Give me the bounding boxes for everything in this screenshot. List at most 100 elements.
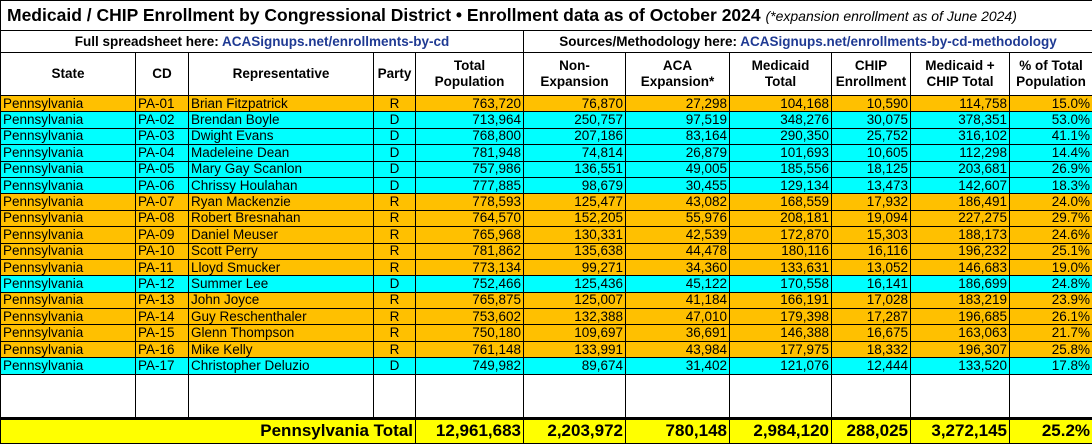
cell-cd: PA-01 <box>135 94 189 113</box>
cell-representative: Lloyd Smucker <box>188 258 374 277</box>
cell-party: R <box>373 258 416 277</box>
column-header: Total Population <box>415 52 524 96</box>
cell-cd: PA-15 <box>135 324 189 342</box>
cell-total-population: 753,602 <box>415 308 524 326</box>
cell-medicaid-chip-total: 196,307 <box>910 340 1010 359</box>
column-header: ACA Expansion* <box>625 52 730 96</box>
cell-total-population: 765,968 <box>415 226 524 244</box>
cell-chip-enrollment: 15,303 <box>831 226 911 244</box>
cell-medicaid-chip-total: 163,063 <box>910 324 1010 342</box>
table-row: Pennsylvania PA-07 Ryan Mackenzie R 778,593 1… <box>0 193 1092 211</box>
cell-chip-enrollment: 16,116 <box>831 242 911 260</box>
cell-aca-expansion: 41,184 <box>625 291 730 310</box>
cell-aca-expansion: 83,164 <box>625 127 730 146</box>
cell-percent-of-population: 24.6% <box>1008 226 1092 244</box>
cell-aca-expansion: 34,360 <box>625 258 730 277</box>
cell-representative: Glenn Thompson <box>188 324 374 342</box>
cell-party: R <box>373 226 416 244</box>
cell-total-population: 764,570 <box>415 209 524 228</box>
cell-medicaid-chip-total: 114,758 <box>910 94 1010 113</box>
cell-total-population: 752,466 <box>415 275 524 293</box>
cell-representative: Brendan Boyle <box>188 111 374 129</box>
cell-party: D <box>373 111 416 129</box>
cell-medicaid-total: 104,168 <box>729 94 832 113</box>
cell-state: Pennsylvania <box>0 275 136 293</box>
cell-medicaid-chip-total: 146,683 <box>910 258 1010 277</box>
spreadsheet-label: Full spreadsheet here: <box>74 34 219 49</box>
cell-total-population: 765,875 <box>415 291 524 310</box>
cell-percent-of-population: 21.7% <box>1008 324 1092 342</box>
cell-aca-expansion: 42,539 <box>625 226 730 244</box>
cell-total-population: 778,593 <box>415 193 524 211</box>
cell-party: D <box>373 144 416 162</box>
cell-non-expansion: 125,007 <box>523 291 626 310</box>
table-row: Pennsylvania PA-09 Daniel Meuser R 765,968 13… <box>0 226 1092 244</box>
cell-cd: PA-05 <box>135 160 189 178</box>
cell-chip-enrollment: 18,332 <box>831 340 911 359</box>
cell-chip-enrollment: 25,752 <box>831 127 911 146</box>
cell-percent-of-population: 26.9% <box>1008 160 1092 178</box>
cell-medicaid-total: 121,076 <box>729 357 832 375</box>
spreadsheet-link[interactable]: ACASignups.net/enrollments-by-cd <box>222 34 450 49</box>
cell-state: Pennsylvania <box>0 340 136 359</box>
cell-aca-expansion: 44,478 <box>625 242 730 260</box>
cell-aca-expansion: 47,010 <box>625 308 730 326</box>
table-row: Pennsylvania PA-06 Chrissy Houlahan D 777,88… <box>0 176 1092 195</box>
cell-chip-enrollment: 17,287 <box>831 308 911 326</box>
cell-non-expansion: 133,991 <box>523 340 626 359</box>
column-header: Non- Expansion <box>523 52 626 96</box>
cell-state: Pennsylvania <box>0 291 136 310</box>
column-header: State <box>0 52 136 96</box>
cell-medicaid-total: 185,556 <box>729 160 832 178</box>
cell-medicaid-total: 177,975 <box>729 340 832 359</box>
methodology-link-cell: Sources/Methodology here: ACASignups.net… <box>522 30 1092 53</box>
spreadsheet-link-cell: Full spreadsheet here: ACASignups.net/en… <box>0 30 524 53</box>
table-row: Pennsylvania PA-14 Guy Reschenthaler R 753,6… <box>0 308 1092 326</box>
cell-chip-enrollment: 30,075 <box>831 111 911 129</box>
cell-aca-expansion: 49,005 <box>625 160 730 178</box>
cell-percent-of-population: 14.4% <box>1008 144 1092 162</box>
cell-total-population: 777,885 <box>415 176 524 195</box>
cell-state: Pennsylvania <box>0 357 136 375</box>
total-label: Pennsylvania Total <box>0 417 416 444</box>
cell-non-expansion: 250,757 <box>523 111 626 129</box>
cell-percent-of-population: 23.9% <box>1008 291 1092 310</box>
cell-aca-expansion: 26,879 <box>625 144 730 162</box>
table-row: Pennsylvania PA-17 Christopher Deluzio D 749… <box>0 357 1092 375</box>
cell-medicaid-total: 180,116 <box>729 242 832 260</box>
cell-aca-expansion: 97,519 <box>625 111 730 129</box>
cell-non-expansion: 98,679 <box>523 176 626 195</box>
total-value: 12,961,683 <box>415 417 524 444</box>
cell-chip-enrollment: 12,444 <box>831 357 911 375</box>
column-header: Medicaid Total <box>729 52 832 96</box>
cell-total-population: 773,134 <box>415 258 524 277</box>
cell-medicaid-total: 166,191 <box>729 291 832 310</box>
cell-non-expansion: 125,477 <box>523 193 626 211</box>
cell-chip-enrollment: 13,473 <box>831 176 911 195</box>
cell-percent-of-population: 24.8% <box>1008 275 1092 293</box>
methodology-link[interactable]: ACASignups.net/enrollments-by-cd-methodo… <box>740 34 1057 49</box>
cell-representative: Dwight Evans <box>188 127 374 146</box>
cell-non-expansion: 109,697 <box>523 324 626 342</box>
cell-state: Pennsylvania <box>0 324 136 342</box>
cell-aca-expansion: 43,082 <box>625 193 730 211</box>
title-note: (*expansion enrollment as of June 2024) <box>765 8 1017 24</box>
cell-medicaid-chip-total: 227,275 <box>910 209 1010 228</box>
cell-party: R <box>373 291 416 310</box>
total-value: 25.2% <box>1008 417 1092 444</box>
total-value: 3,272,145 <box>910 417 1010 444</box>
table-row: Pennsylvania PA-04 Madeleine Dean D 781,948 7… <box>0 144 1092 162</box>
cell-medicaid-total: 146,388 <box>729 324 832 342</box>
table-row: Pennsylvania PA-03 Dwight Evans D 768,800 207… <box>0 127 1092 146</box>
cell-percent-of-population: 17.8% <box>1008 357 1092 375</box>
cell-medicaid-total: 348,276 <box>729 111 832 129</box>
table-row: Pennsylvania PA-12 Summer Lee D 752,466 125,4… <box>0 275 1092 293</box>
table-row: Pennsylvania PA-13 John Joyce R 765,875 125,0… <box>0 291 1092 310</box>
blank-row <box>0 373 1092 420</box>
cell-state: Pennsylvania <box>0 144 136 162</box>
cell-medicaid-chip-total: 196,232 <box>910 242 1010 260</box>
cell-aca-expansion: 43,984 <box>625 340 730 359</box>
table-row: Pennsylvania PA-01 Brian Fitzpatrick R 763,7… <box>0 94 1092 113</box>
cell-representative: Ryan Mackenzie <box>188 193 374 211</box>
cell-party: D <box>373 357 416 375</box>
